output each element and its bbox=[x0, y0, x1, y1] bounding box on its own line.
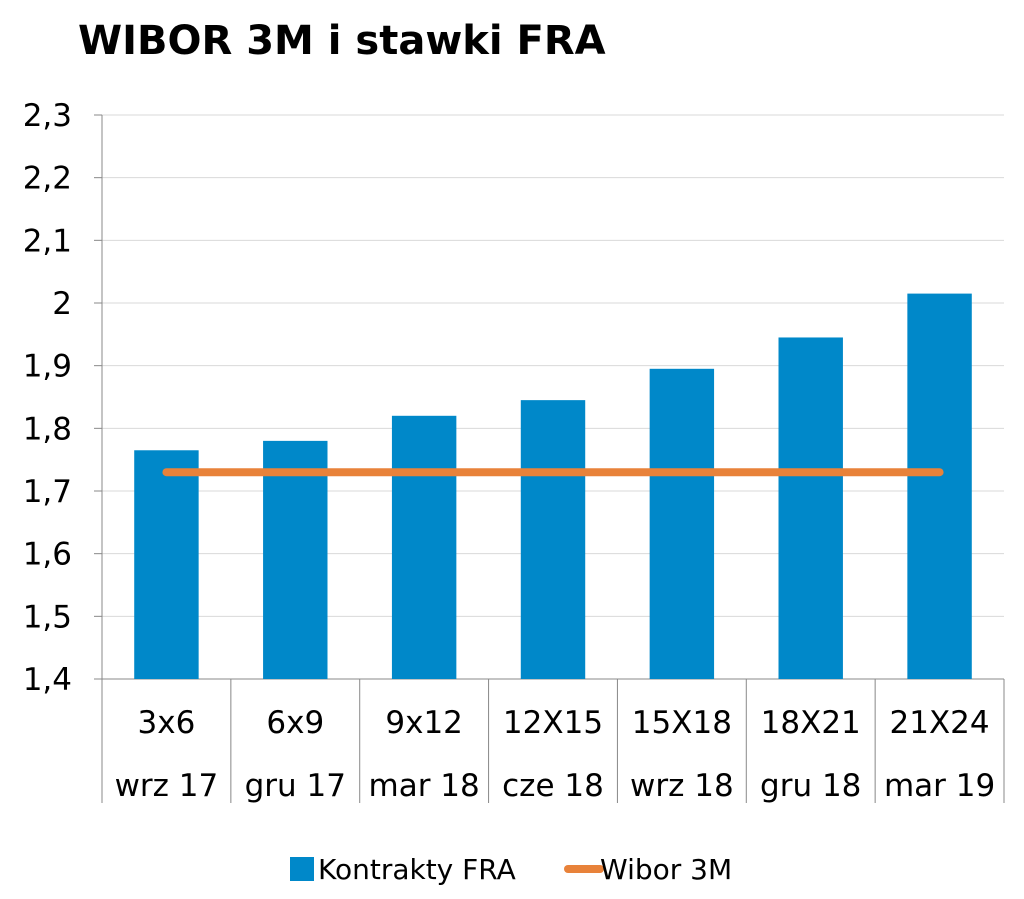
y-tick-label: 2,1 bbox=[23, 223, 72, 259]
y-tick-label: 2 bbox=[52, 286, 72, 322]
y-tick-label: 1,7 bbox=[23, 474, 72, 510]
y-tick-label: 1,8 bbox=[23, 411, 72, 447]
x-tick-sublabel: gru 17 bbox=[245, 768, 346, 804]
bar bbox=[520, 400, 586, 679]
x-tick-sublabel: mar 19 bbox=[884, 768, 995, 804]
x-tick-label: 6x9 bbox=[266, 705, 324, 741]
x-tick-label: 12X15 bbox=[503, 705, 603, 741]
bar bbox=[263, 440, 328, 679]
x-tick-sublabel: gru 18 bbox=[760, 768, 861, 804]
bar bbox=[391, 415, 457, 679]
x-tick-label: 15X18 bbox=[632, 705, 732, 741]
y-tick-label: 1,4 bbox=[23, 662, 72, 698]
x-tick-label: 21X24 bbox=[890, 705, 990, 741]
y-tick-label: 2,2 bbox=[23, 161, 72, 197]
bar bbox=[778, 337, 843, 679]
y-tick-label: 1,6 bbox=[23, 537, 72, 573]
y-tick-label: 1,5 bbox=[23, 599, 72, 635]
bar bbox=[649, 368, 715, 679]
x-tick-sublabel: wrz 17 bbox=[115, 768, 219, 804]
x-tick-label: 9x12 bbox=[385, 705, 463, 741]
legend-swatch-bar bbox=[290, 857, 314, 881]
bar bbox=[134, 450, 199, 679]
legend: Kontrakty FRA Wibor 3M bbox=[290, 853, 732, 886]
x-tick-sublabel: wrz 18 bbox=[630, 768, 734, 804]
legend-label: Wibor 3M bbox=[600, 853, 732, 886]
legend-label: Kontrakty FRA bbox=[318, 853, 516, 886]
x-tick-sublabel: cze 18 bbox=[502, 768, 604, 804]
chart-title: WIBOR 3M i stawki FRA bbox=[78, 18, 606, 64]
x-tick-label: 18X21 bbox=[761, 705, 861, 741]
x-tick-sublabel: mar 18 bbox=[369, 768, 480, 804]
bar bbox=[907, 293, 972, 679]
x-tick-label: 3x6 bbox=[138, 705, 196, 741]
y-tick-label: 1,9 bbox=[23, 349, 72, 385]
y-tick-label: 2,3 bbox=[23, 98, 72, 134]
